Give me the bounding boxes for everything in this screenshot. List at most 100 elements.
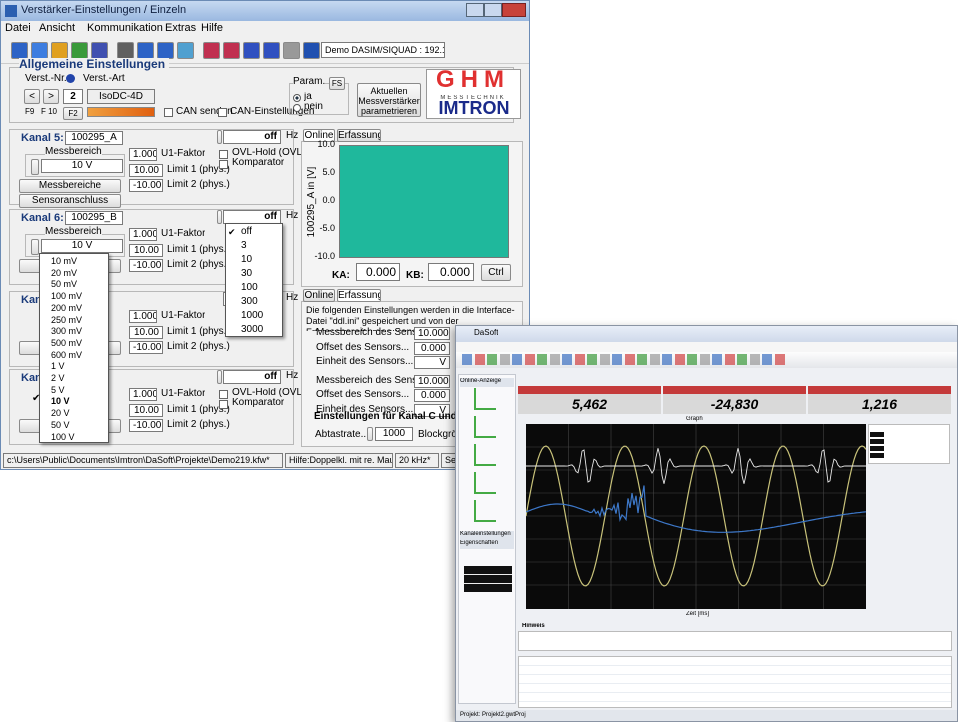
range-value[interactable]: 10 V: [41, 159, 123, 173]
toolbar-button[interactable]: [11, 42, 28, 59]
filter-value[interactable]: off: [223, 210, 281, 224]
range-option[interactable]: 10 mV: [41, 255, 107, 267]
radio[interactable]: [293, 104, 301, 112]
apply-button[interactable]: Aktuellen Messverstärker parametrieren: [357, 83, 421, 117]
toolbar-button[interactable]: [303, 42, 320, 59]
spin[interactable]: [367, 427, 373, 441]
range-option[interactable]: 50 mV: [41, 278, 107, 290]
filter-option[interactable]: 3000: [227, 323, 281, 337]
toolbar-button[interactable]: [737, 354, 747, 365]
toolbar-button[interactable]: [637, 354, 647, 365]
cb[interactable]: [219, 390, 228, 399]
range-option[interactable]: 5 V: [41, 384, 107, 396]
rate-value[interactable]: 1000: [375, 427, 413, 441]
tab[interactable]: Erfassung: [337, 129, 381, 142]
range-option[interactable]: 100 V: [41, 431, 107, 443]
filter-option[interactable]: 3: [227, 239, 281, 253]
range-option[interactable]: 50 V: [41, 419, 107, 431]
toolbar-button[interactable]: [650, 354, 660, 365]
channel-icon[interactable]: [474, 416, 496, 438]
toolbar-button[interactable]: [712, 354, 722, 365]
channel-icon[interactable]: [474, 472, 496, 494]
range-option[interactable]: 1 V: [41, 360, 107, 372]
cb[interactable]: [218, 108, 227, 117]
toolbar-button[interactable]: [562, 354, 572, 365]
field[interactable]: 0.000: [414, 342, 450, 355]
menu-item[interactable]: Kommunikation: [87, 22, 163, 36]
sidebar-item[interactable]: Kanaleinstellungen: [460, 531, 514, 540]
sidebar-item[interactable]: Online-Anzeige: [460, 378, 514, 387]
filter-option[interactable]: 300: [227, 295, 281, 309]
next-button[interactable]: >: [43, 89, 59, 104]
menu-item[interactable]: Ansicht: [39, 22, 75, 36]
toolbar-button[interactable]: [487, 354, 497, 365]
toolbar-button[interactable]: [550, 354, 560, 365]
toolbar-button[interactable]: [625, 354, 635, 365]
toolbar-button[interactable]: [31, 42, 48, 59]
toolbar-button[interactable]: [750, 354, 760, 365]
toolbar-button[interactable]: [600, 354, 610, 365]
toolbar-button[interactable]: [512, 354, 522, 365]
prev-button[interactable]: <: [24, 89, 40, 104]
toolbar-button[interactable]: [283, 42, 300, 59]
range-option[interactable]: 200 mV: [41, 302, 107, 314]
channel-icon[interactable]: [474, 444, 496, 466]
toolbar-button[interactable]: [117, 42, 134, 59]
spin[interactable]: [217, 210, 222, 224]
range-option[interactable]: 2 V: [41, 372, 107, 384]
toolbar-button[interactable]: [462, 354, 472, 365]
radio[interactable]: [293, 94, 301, 102]
cb[interactable]: [219, 160, 228, 169]
fs-button[interactable]: FS: [329, 77, 345, 90]
range-option[interactable]: 300 mV: [41, 325, 107, 337]
range-option[interactable]: 250 mV: [41, 314, 107, 326]
spin[interactable]: [217, 370, 222, 384]
toolbar-button[interactable]: [537, 354, 547, 365]
spin[interactable]: [31, 159, 39, 175]
toolbar-button[interactable]: [223, 42, 240, 59]
spin[interactable]: [31, 239, 39, 255]
toolbar-button[interactable]: [587, 354, 597, 365]
tab[interactable]: Online: [303, 289, 335, 302]
toolbar-button[interactable]: [243, 42, 260, 59]
toolbar-button[interactable]: [91, 42, 108, 59]
tab[interactable]: Erfassung: [337, 289, 381, 302]
toolbar-button[interactable]: [700, 354, 710, 365]
range-option[interactable]: 600 mV: [41, 349, 107, 361]
range-option[interactable]: 20 mV: [41, 267, 107, 279]
toolbar-button[interactable]: [687, 354, 697, 365]
cb[interactable]: [219, 400, 228, 409]
toolbar-button[interactable]: [675, 354, 685, 365]
toolbar-button[interactable]: [775, 354, 785, 365]
field[interactable]: 0.000: [414, 389, 450, 402]
channel-icon[interactable]: [474, 500, 496, 522]
toolbar-button[interactable]: [157, 42, 174, 59]
toolbar-button[interactable]: [203, 42, 220, 59]
range-option[interactable]: 10 V: [41, 395, 107, 407]
range-option[interactable]: 100 mV: [41, 290, 107, 302]
toolbar-button[interactable]: [662, 354, 672, 365]
range-option[interactable]: 500 mV: [41, 337, 107, 349]
connection-button[interactable]: Sensoranschluss: [19, 194, 121, 208]
toolbar-button[interactable]: [137, 42, 154, 59]
sidebar-item[interactable]: Eigenschaften: [460, 540, 514, 549]
filter-option[interactable]: 30: [227, 267, 281, 281]
range-value[interactable]: 10 V: [41, 239, 123, 253]
filter-option[interactable]: 100: [227, 281, 281, 295]
channel-icon[interactable]: [474, 388, 496, 410]
filter-option[interactable]: 10: [227, 253, 281, 267]
field[interactable]: 10.000: [414, 375, 450, 388]
toolbar-button[interactable]: [525, 354, 535, 365]
toolbar-button[interactable]: [475, 354, 485, 365]
toolbar-button[interactable]: [500, 354, 510, 365]
menu-item[interactable]: Hilfe: [201, 22, 223, 36]
field[interactable]: 10.000: [414, 327, 450, 340]
filter-value[interactable]: off: [223, 370, 281, 384]
f2-button[interactable]: F2: [63, 107, 83, 120]
toolbar-button[interactable]: [575, 354, 585, 365]
spin[interactable]: [217, 130, 222, 144]
field[interactable]: V: [414, 356, 450, 369]
toolbar-button[interactable]: [263, 42, 280, 59]
filter-option[interactable]: 1000: [227, 309, 281, 323]
toolbar-button[interactable]: [177, 42, 194, 59]
